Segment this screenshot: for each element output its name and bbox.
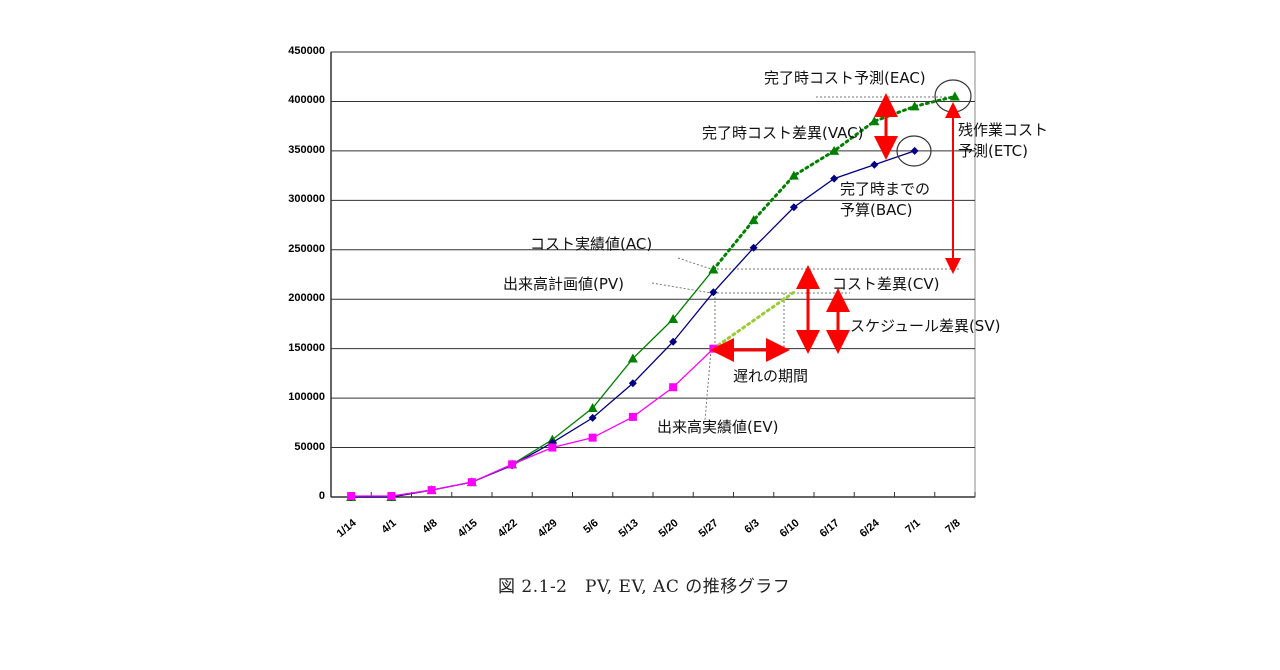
- gridlines: [331, 51, 975, 449]
- sv-label: スケジュール差異(SV): [850, 317, 1001, 335]
- y-tick-label: 150000: [288, 341, 325, 354]
- etc-label-line1: 残作業コスト: [958, 121, 1049, 139]
- ev-label: 出来高実績値(EV): [657, 418, 779, 436]
- bac-label-line2: 予算(BAC): [840, 201, 913, 219]
- eac-label: 完了時コスト予測(EAC): [764, 69, 926, 87]
- pv-label: 出来高計画値(PV): [503, 275, 625, 293]
- y-tick-label: 250000: [288, 242, 325, 255]
- y-tick-label: 100000: [288, 391, 325, 404]
- y-tick-label: 200000: [288, 292, 325, 305]
- ac-label: コスト実績値(AC): [530, 235, 653, 253]
- figure-caption: 図 2.1-2 PV, EV, AC の推移グラフ: [498, 577, 791, 597]
- y-tick-label: 50000: [294, 440, 325, 453]
- bac-label-line1: 完了時までの: [840, 180, 931, 198]
- y-tick-label: 300000: [288, 193, 325, 206]
- vac-label: 完了時コスト差異(VAC): [702, 124, 864, 142]
- series-4: [711, 290, 796, 351]
- red-arrows: [710, 93, 961, 362]
- y-tick-label: 450000: [288, 45, 325, 57]
- cv-label: コスト差異(CV): [832, 275, 940, 293]
- etc-label-line2: 予測(ETC): [958, 142, 1028, 160]
- y-tick-label: 0: [318, 490, 325, 502]
- delay-label: 遅れの期間: [733, 367, 809, 385]
- y-tick-label: 400000: [288, 94, 325, 107]
- y-tick-label: 350000: [288, 143, 325, 156]
